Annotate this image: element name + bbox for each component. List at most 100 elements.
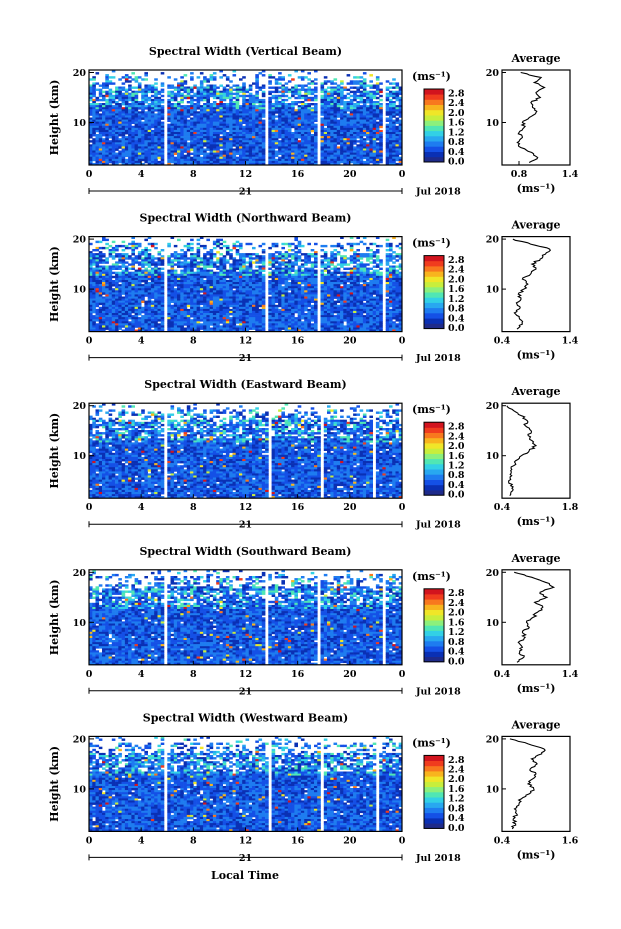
heatmap-cell	[213, 89, 217, 91]
heatmap-cell	[242, 87, 246, 89]
heatmap-cell	[187, 138, 191, 140]
heatmap-cell	[262, 140, 266, 142]
heatmap-cell	[246, 124, 250, 126]
heatmap-cell	[291, 78, 295, 80]
heatmap-cell	[249, 105, 253, 107]
heatmap-cell	[118, 87, 122, 89]
heatmap-cell	[226, 134, 230, 136]
heatmap-cell	[200, 87, 204, 89]
heatmap-cell	[148, 124, 152, 126]
heatmap-cell	[131, 111, 135, 113]
heatmap-cell	[99, 144, 103, 146]
heatmap-cell	[174, 159, 178, 161]
heatmap-cell	[135, 130, 139, 132]
heatmap-cell	[255, 76, 259, 78]
heatmap-cell	[262, 151, 266, 153]
heatmap-cell	[285, 115, 289, 117]
heatmap-cell	[174, 111, 178, 113]
heatmap-cell	[171, 151, 175, 153]
heatmap-cell	[278, 136, 282, 138]
heatmap-cell	[177, 124, 181, 126]
spectral-width-figure: Spectral Width (Vertical Beam)1020Height…	[0, 0, 621, 929]
heatmap-cell	[109, 76, 113, 78]
heatmap-cell	[161, 85, 165, 87]
heatmap-cell	[112, 91, 116, 93]
heatmap-cell	[298, 130, 302, 132]
heatmap-cell	[229, 130, 233, 132]
heatmap-cell	[216, 124, 220, 126]
heatmap-cell	[301, 97, 305, 99]
heatmap-cell	[210, 151, 214, 153]
heatmap-cell	[190, 157, 194, 159]
heatmap-cell	[301, 134, 305, 136]
heatmap-cell	[144, 144, 148, 146]
heatmap-cell	[109, 109, 113, 111]
heatmap-cell	[171, 105, 175, 107]
heatmap-cell	[109, 105, 113, 107]
heatmap-cell	[206, 103, 210, 105]
heatmap-cell	[281, 76, 285, 78]
heatmap-cell	[187, 111, 191, 113]
heatmap-cell	[187, 89, 191, 91]
heatmap-cell	[109, 118, 113, 120]
heatmap-cell	[151, 134, 155, 136]
heatmap-cell	[138, 82, 142, 84]
heatmap-cell	[184, 97, 188, 99]
heatmap-cell	[131, 140, 135, 142]
heatmap-cell	[246, 130, 250, 132]
heatmap-cell	[219, 118, 223, 120]
heatmap-cell	[200, 144, 204, 146]
heatmap-cell	[229, 144, 233, 146]
heatmap-cell	[135, 153, 139, 155]
heatmap-cell	[193, 115, 197, 117]
heatmap-cell	[105, 74, 109, 76]
heatmap-cell	[239, 151, 243, 153]
heatmap-cell	[174, 78, 178, 80]
heatmap-cell	[128, 136, 132, 138]
heatmap-cell	[301, 136, 305, 138]
heatmap-cell	[242, 134, 246, 136]
heatmap-cell	[174, 93, 178, 95]
heatmap-cell	[144, 128, 148, 130]
heatmap-cell	[223, 151, 227, 153]
heatmap-cell	[242, 103, 246, 105]
heatmap-cell	[249, 115, 253, 117]
heatmap-cell	[275, 128, 279, 130]
heatmap-cell	[112, 134, 116, 136]
heatmap-cell	[200, 105, 204, 107]
heatmap-cell	[210, 95, 214, 97]
heatmap-cell	[122, 122, 126, 124]
heatmap-cell	[154, 82, 158, 84]
heatmap-cell	[105, 103, 109, 105]
heatmap-cell	[281, 109, 285, 111]
heatmap-cell	[128, 144, 132, 146]
heatmap-cell	[203, 89, 207, 91]
heatmap-cell	[210, 76, 214, 78]
heatmap-cell	[242, 122, 246, 124]
heatmap-cell	[102, 109, 106, 111]
heatmap-cell	[294, 130, 298, 132]
heatmap-cell	[262, 95, 266, 97]
heatmap-cell	[226, 122, 230, 124]
heatmap-cell	[236, 153, 240, 155]
heatmap-cell	[294, 159, 298, 161]
heatmap-cell	[223, 128, 227, 130]
heatmap-cell	[294, 157, 298, 159]
heatmap-cell	[109, 99, 113, 101]
heatmap-cell	[213, 151, 217, 153]
heatmap-cell	[148, 151, 152, 153]
heatmap-cell	[242, 105, 246, 107]
heatmap-cell	[281, 157, 285, 159]
heatmap-cell	[210, 93, 214, 95]
heatmap-cell	[92, 76, 96, 78]
heatmap-cell	[135, 136, 139, 138]
heatmap-cell	[92, 93, 96, 95]
heatmap-cell	[252, 159, 256, 161]
heatmap-cell	[294, 136, 298, 138]
heatmap-cell	[174, 151, 178, 153]
heatmap-cell	[223, 89, 227, 91]
heatmap-cell	[281, 87, 285, 89]
heatmap-cell	[223, 74, 227, 76]
heatmap-cell	[171, 93, 175, 95]
heatmap-cell	[92, 105, 96, 107]
